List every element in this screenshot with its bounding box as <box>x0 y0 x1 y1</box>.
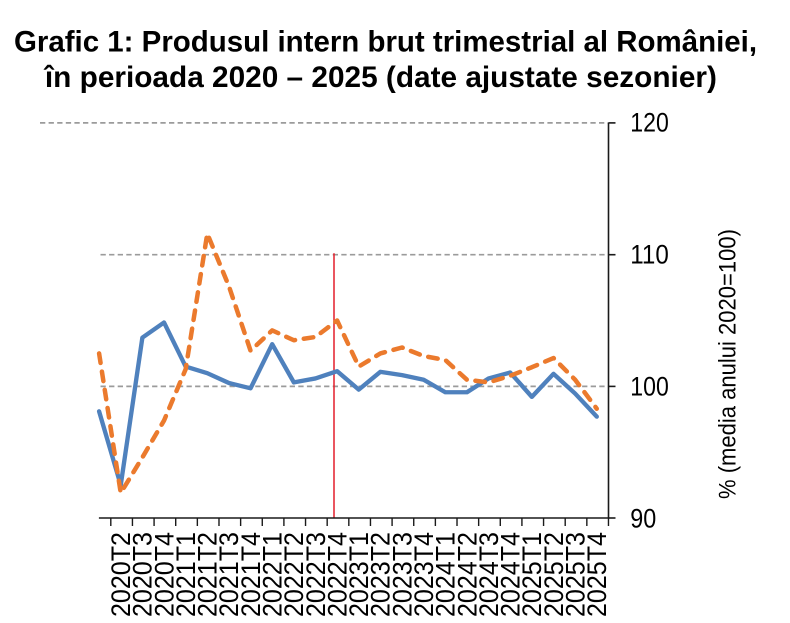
svg-text:2024T1: 2024T1 <box>431 532 461 617</box>
svg-text:2025T2: 2025T2 <box>539 532 569 617</box>
svg-text:120: 120 <box>630 108 669 138</box>
svg-text:2025T4: 2025T4 <box>582 532 612 617</box>
svg-text:2024T3: 2024T3 <box>474 532 504 617</box>
svg-text:2021T3: 2021T3 <box>214 532 244 617</box>
svg-text:2020T4: 2020T4 <box>149 532 179 617</box>
svg-text:2022T2: 2022T2 <box>279 532 309 617</box>
svg-text:2024T4: 2024T4 <box>496 532 526 617</box>
svg-text:90: 90 <box>630 503 656 533</box>
svg-text:2022T3: 2022T3 <box>301 532 331 617</box>
svg-text:2021T1: 2021T1 <box>171 532 201 617</box>
svg-text:2025T1: 2025T1 <box>517 532 547 617</box>
svg-text:2023T4: 2023T4 <box>409 532 439 617</box>
svg-text:2024T2: 2024T2 <box>452 532 482 617</box>
svg-text:2023T1: 2023T1 <box>344 532 374 617</box>
svg-text:2025T3: 2025T3 <box>560 532 590 617</box>
svg-text:% (media anului 2020=100): % (media anului 2020=100) <box>715 229 742 499</box>
svg-text:2023T3: 2023T3 <box>387 532 417 617</box>
svg-text:2021T4: 2021T4 <box>236 532 266 617</box>
svg-text:2023T2: 2023T2 <box>366 532 396 617</box>
svg-text:2021T2: 2021T2 <box>193 532 223 617</box>
svg-text:2022T1: 2022T1 <box>258 532 288 617</box>
svg-text:Grafic 1: Produsul intern brut: Grafic 1: Produsul intern brut trimestri… <box>14 26 757 59</box>
svg-text:în perioada 2020 – 2025 (date: în perioada 2020 – 2025 (date ajustate s… <box>43 61 717 94</box>
svg-text:2020T3: 2020T3 <box>128 532 158 617</box>
svg-text:100: 100 <box>630 372 669 402</box>
svg-text:2022T4: 2022T4 <box>322 532 352 617</box>
svg-text:2020T2: 2020T2 <box>106 532 136 617</box>
svg-text:110: 110 <box>630 239 669 269</box>
